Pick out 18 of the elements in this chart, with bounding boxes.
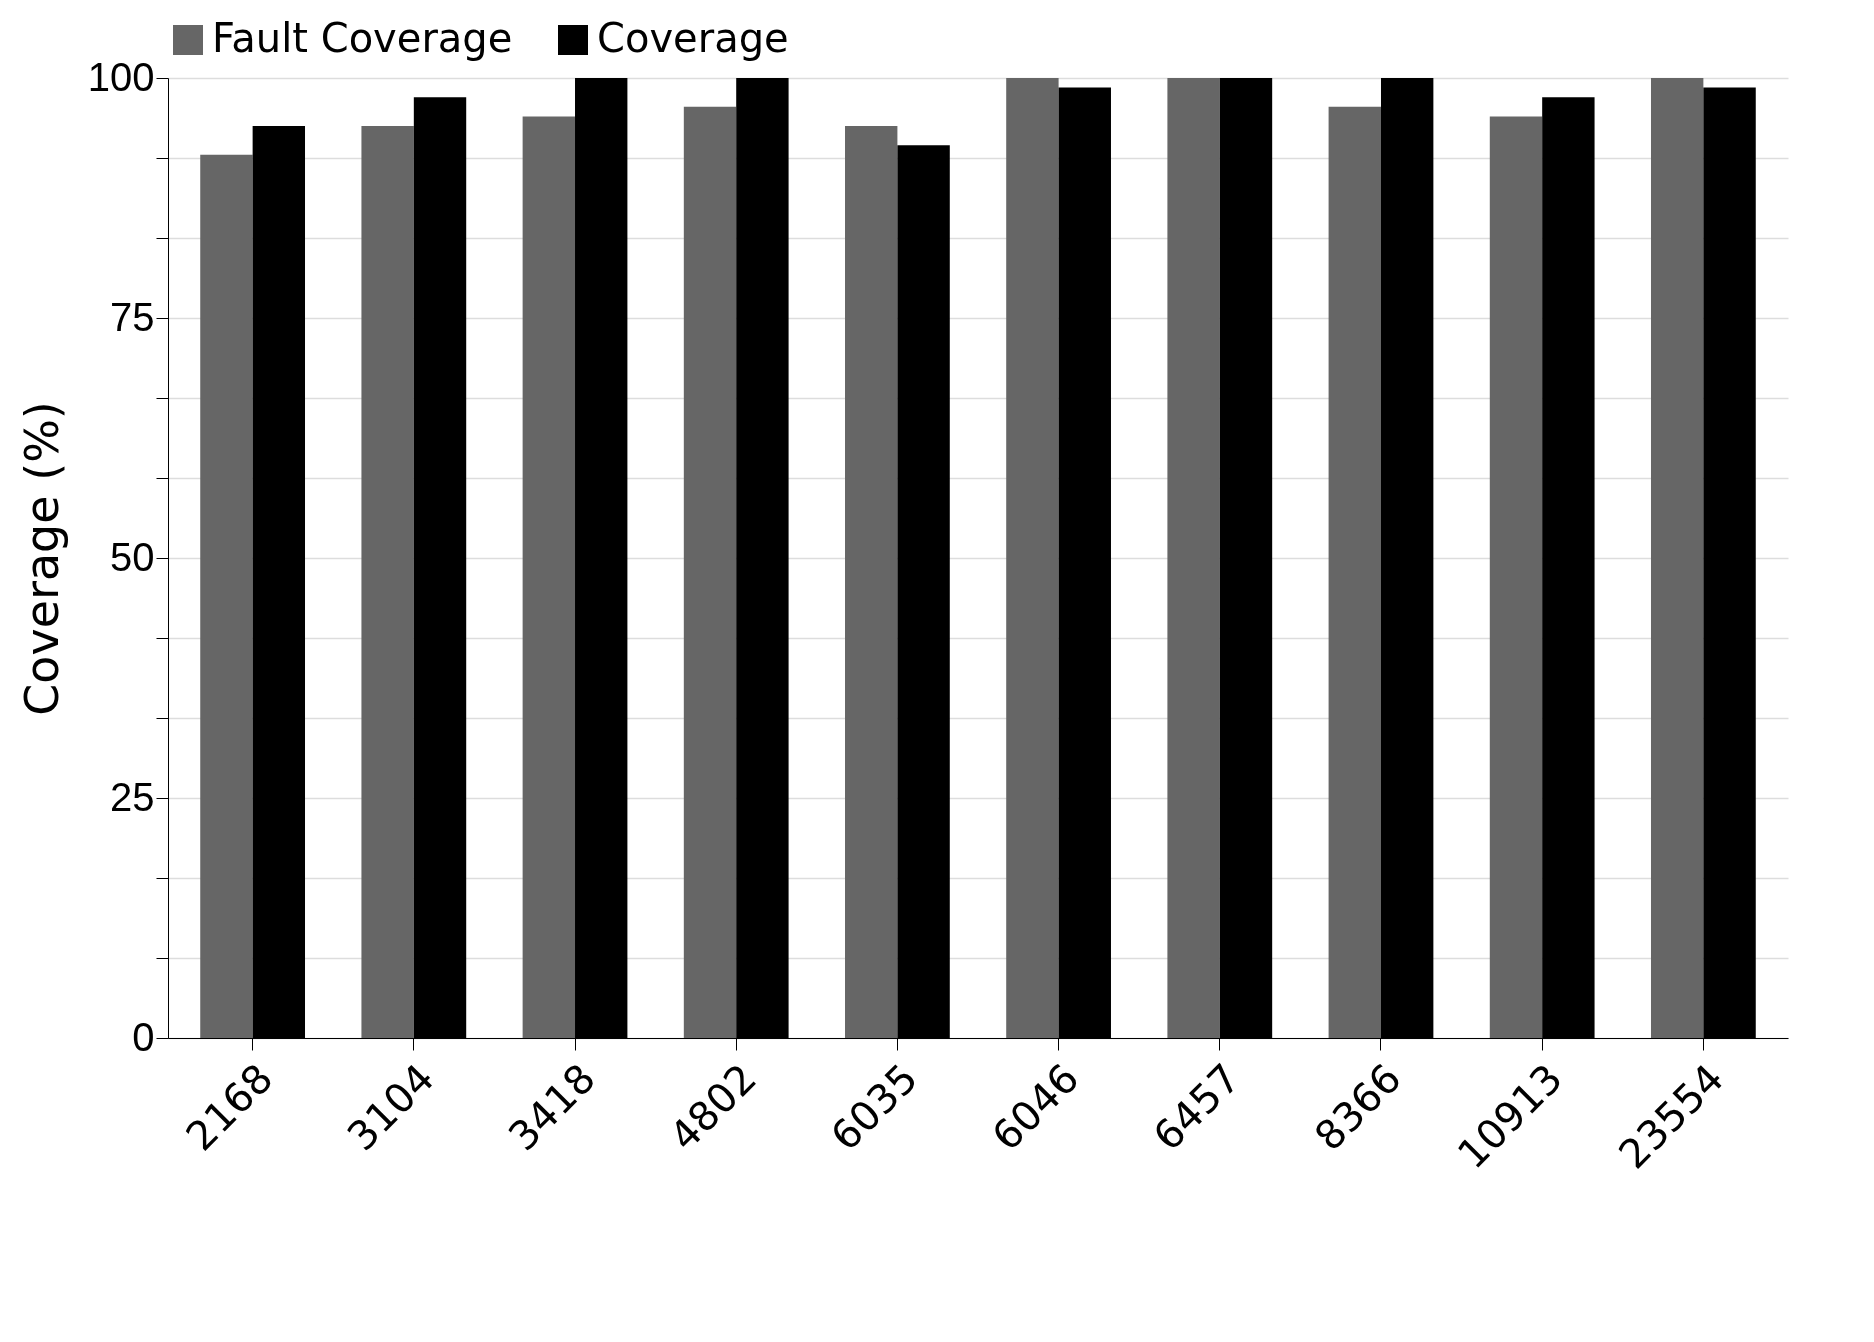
legend-label: Coverage: [597, 15, 789, 61]
y-tick-label: 50: [110, 534, 155, 579]
y-axis-title: Coverage (%): [14, 401, 69, 716]
bar: [200, 154, 253, 1038]
bar: [1328, 106, 1381, 1038]
y-tick-label: 0: [132, 1014, 155, 1059]
bar: [522, 116, 576, 1038]
bar: [1006, 78, 1059, 1038]
bar: [1650, 78, 1704, 1038]
y-tick-label: 75: [110, 294, 155, 339]
bar: [361, 126, 414, 1038]
bar: [683, 106, 737, 1038]
bar: [845, 126, 898, 1038]
y-tick-label: 25: [110, 774, 155, 819]
bar: [1489, 116, 1543, 1038]
y-tick-label: 100: [87, 54, 155, 99]
bar: [1167, 78, 1220, 1038]
legend-label: Fault Coverage: [212, 15, 513, 61]
